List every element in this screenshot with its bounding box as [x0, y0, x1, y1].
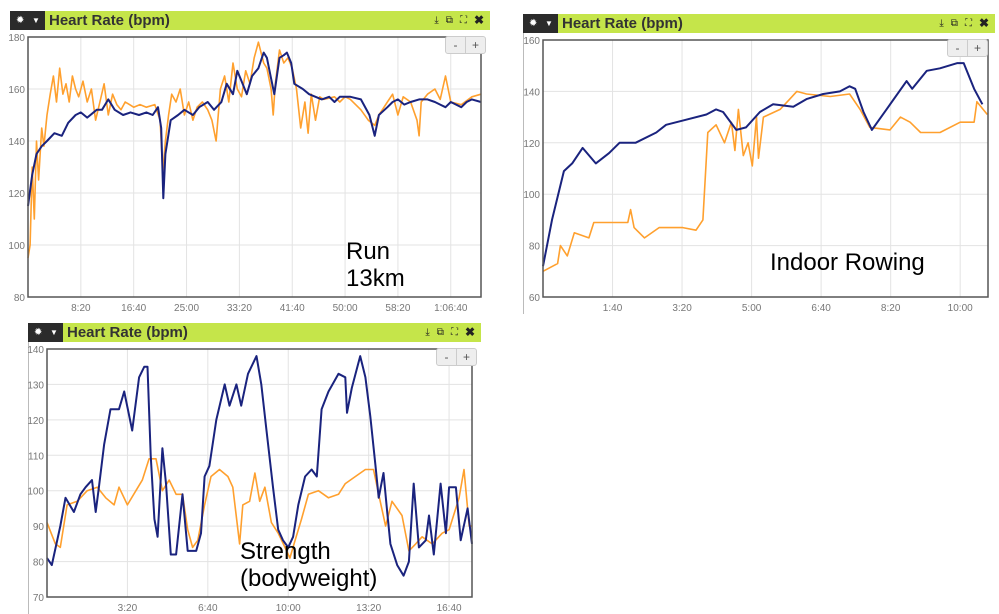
zoom-out-button[interactable]: - [444, 350, 449, 364]
popout-icon[interactable]: ⧉ [950, 18, 958, 29]
heart-rate-widget-rowing: ✹ ▼ Heart Rate (bpm) ⤓ ⧉ ⛶ ✖ [523, 14, 995, 314]
zoom-out-button[interactable]: - [955, 41, 960, 55]
fullscreen-icon[interactable]: ⛶ [459, 15, 467, 26]
zoom-in-button[interactable]: + [967, 40, 987, 56]
y-tick-label: 100 [8, 241, 25, 252]
chart-annotation-rowing: Indoor Rowing [770, 249, 925, 276]
download-icon[interactable]: ⤓ [425, 327, 430, 338]
settings-menu-button[interactable]: ✹ ▼ [523, 14, 558, 33]
close-icon[interactable]: ✖ [978, 16, 989, 30]
series-line-blue [46, 355, 473, 577]
y-tick-label: 160 [8, 85, 25, 96]
x-tick-label: 1:40 [603, 303, 623, 314]
series-line-orange [542, 90, 988, 273]
x-tick-label: 41:40 [280, 303, 305, 314]
fullscreen-icon[interactable]: ⛶ [450, 327, 458, 338]
x-tick-label: 16:40 [121, 303, 146, 314]
fullscreen-icon[interactable]: ⛶ [964, 18, 972, 29]
close-icon[interactable]: ✖ [473, 13, 484, 27]
y-tick-label: 100 [523, 190, 540, 201]
series-line-blue [27, 51, 482, 207]
popout-icon[interactable]: ⧉ [436, 327, 444, 338]
settings-menu-button[interactable]: ✹ ▼ [28, 323, 63, 342]
y-tick-label: 110 [28, 451, 44, 462]
download-icon[interactable]: ⤓ [434, 15, 439, 26]
popout-icon[interactable]: ⧉ [445, 15, 453, 26]
y-tick-label: 120 [8, 189, 25, 200]
y-tick-label: 100 [27, 487, 44, 498]
widget-title: Heart Rate (bpm) [562, 15, 683, 32]
zoom-out-button[interactable]: - [453, 38, 458, 52]
zoom-in-button[interactable]: + [465, 37, 485, 53]
chart-annotation-strength: Strength (bodyweight) [240, 538, 378, 592]
y-tick-label: 140 [523, 87, 540, 98]
plot-area [543, 40, 988, 297]
y-tick-label: 160 [523, 36, 540, 47]
y-tick-label: 130 [27, 380, 44, 391]
caret-down-icon: ▼ [50, 328, 58, 337]
zoom-controls: - + [445, 36, 486, 54]
settings-menu-button[interactable]: ✹ ▼ [10, 11, 45, 30]
zoom-in-button[interactable]: + [456, 349, 476, 365]
x-tick-label: 1:06:40 [434, 303, 468, 314]
x-tick-label: 10:00 [276, 603, 301, 614]
x-tick-label: 10:00 [948, 303, 973, 314]
y-tick-label: 90 [33, 522, 45, 533]
y-tick-label: 180 [8, 33, 25, 44]
series-line-orange [46, 458, 472, 559]
x-tick-label: 58:20 [385, 303, 410, 314]
x-tick-label: 50:00 [333, 303, 358, 314]
y-tick-label: 70 [33, 593, 45, 604]
chart-annotation-run: Run 13km [346, 238, 405, 292]
widget-header: ✹ ▼ Heart Rate (bpm) ⤓ ⧉ ⛶ ✖ [28, 323, 481, 342]
heart-rate-widget-run: ✹ ▼ Heart Rate (bpm) ⤓ ⧉ ⛶ ✖ [10, 11, 490, 306]
y-tick-label: 120 [523, 139, 540, 150]
y-tick-label: 140 [8, 137, 25, 148]
plot-area [28, 37, 481, 297]
panel-border [28, 342, 29, 614]
caret-down-icon: ▼ [32, 16, 40, 25]
y-tick-label: 140 [27, 345, 44, 356]
x-tick-label: 6:40 [811, 303, 831, 314]
zoom-controls: - + [436, 348, 477, 366]
y-tick-label: 80 [33, 558, 45, 569]
widget-header: ✹ ▼ Heart Rate (bpm) ⤓ ⧉ ⛶ ✖ [10, 11, 490, 30]
zoom-controls: - + [947, 39, 988, 57]
gear-icon: ✹ [529, 18, 538, 29]
y-tick-label: 60 [529, 293, 541, 304]
gear-icon: ✹ [16, 15, 25, 26]
x-tick-label: 25:00 [174, 303, 199, 314]
widget-title: Heart Rate (bpm) [67, 324, 188, 341]
panel-border [523, 33, 524, 314]
series-line-blue [542, 62, 984, 267]
x-tick-label: 3:20 [672, 303, 692, 314]
widget-header: ✹ ▼ Heart Rate (bpm) ⤓ ⧉ ⛶ ✖ [523, 14, 995, 33]
x-tick-label: 5:00 [742, 303, 762, 314]
plot-border [542, 39, 989, 298]
close-icon[interactable]: ✖ [464, 325, 475, 339]
y-tick-label: 120 [27, 416, 44, 427]
download-icon[interactable]: ⤓ [939, 18, 944, 29]
caret-down-icon: ▼ [545, 19, 553, 28]
x-tick-label: 8:20 [881, 303, 901, 314]
plot-area [47, 349, 472, 597]
x-tick-label: 13:20 [356, 603, 381, 614]
x-tick-label: 6:40 [198, 603, 218, 614]
x-tick-label: 8:20 [71, 303, 91, 314]
series-line-orange [27, 41, 482, 259]
x-tick-label: 3:20 [118, 603, 138, 614]
y-tick-label: 80 [529, 242, 541, 253]
gear-icon: ✹ [34, 327, 43, 338]
x-tick-label: 16:40 [437, 603, 462, 614]
heart-rate-widget-strength: ✹ ▼ Heart Rate (bpm) ⤓ ⧉ ⛶ ✖ [28, 323, 481, 614]
widget-title: Heart Rate (bpm) [49, 12, 170, 29]
plot-border [27, 36, 482, 298]
x-tick-label: 33:20 [227, 303, 252, 314]
y-tick-label: 80 [14, 293, 26, 304]
plot-border [46, 348, 473, 598]
